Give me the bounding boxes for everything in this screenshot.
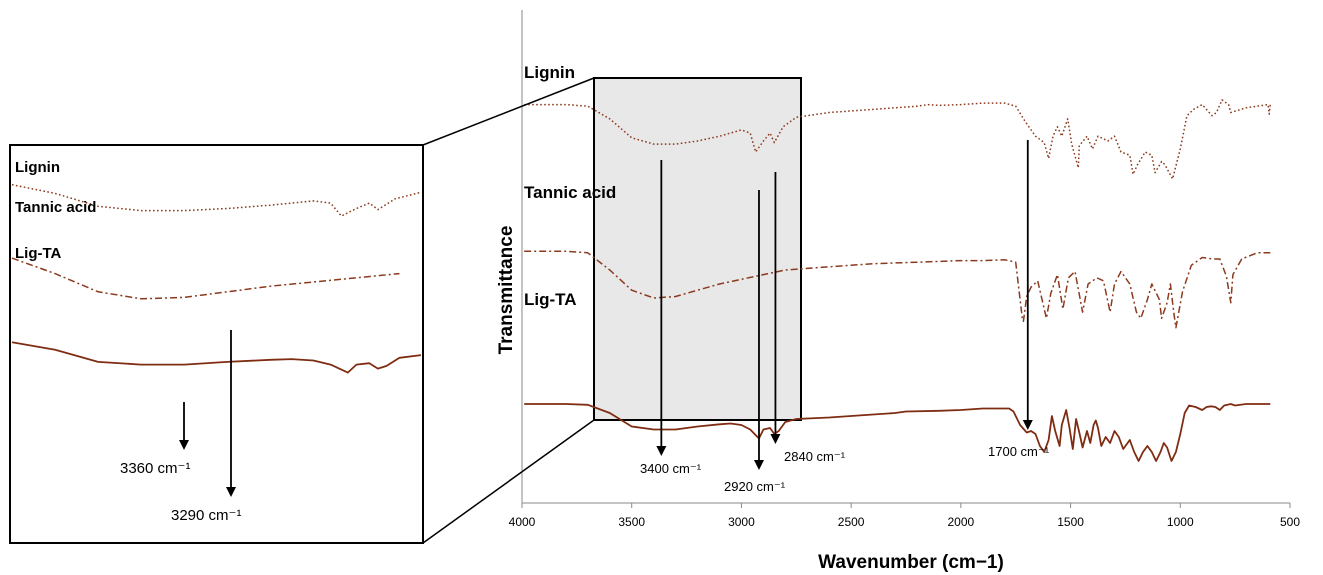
zoom-region-box [593, 77, 802, 421]
inset-series-label-lig-ta: Lig-TA [15, 245, 62, 262]
inset-series-label-tannic-acid: Tannic acid [15, 199, 96, 216]
x-tick-label: 1000 [1167, 515, 1194, 529]
x-tick-label: 2500 [838, 515, 865, 529]
x-tick-label: 3000 [728, 515, 755, 529]
inset-series-line-lignin [11, 183, 422, 217]
zoom-connector-top [422, 77, 595, 146]
x-tick-label: 500 [1280, 515, 1300, 529]
main-plot: 4000 3500 3000 2500 2000 1500 1000 500 Lignin Ta… [496, 10, 1300, 573]
annotation-arrowhead [753, 460, 764, 470]
x-tick-labels: 4000 3500 3000 2500 2000 1500 1000 500 [509, 503, 1300, 529]
series-line-tannic-acid [524, 250, 1271, 329]
y-axis-label: Transmittance [496, 226, 517, 355]
series-label-tannic-acid: Tannic acid [524, 183, 616, 202]
inset-panel: Lignin Tannic acid Lig-TA 3360 cm⁻¹ 3290 cm… [9, 144, 424, 544]
inset-series-line-tannic-acid [11, 257, 400, 300]
x-axis-label: Wavenumber (cm−1) [818, 552, 1004, 573]
inset-series-line-lig-ta [11, 341, 422, 374]
inset-frame [9, 144, 424, 544]
inset-annotation-arrows: 3360 cm⁻¹ 3290 cm⁻¹ [120, 330, 241, 524]
inset-annotation-arrowhead [226, 487, 236, 497]
series-label-lignin: Lignin [524, 63, 575, 82]
annotation-arrowhead [770, 434, 781, 444]
annotation-arrowhead [1022, 420, 1033, 430]
inset-series-label-lignin: Lignin [15, 159, 60, 176]
annotation-label: 3400 cm⁻¹ [640, 461, 702, 476]
main-series-group: Lignin Tannic acid Lig-TA [524, 63, 1272, 462]
x-tick-label: 3500 [618, 515, 645, 529]
inset-annotation-arrowhead [179, 440, 189, 450]
x-tick-label: 1500 [1057, 515, 1084, 529]
x-tick-label: 2000 [948, 515, 975, 529]
x-tick-label: 4000 [509, 515, 536, 529]
inset-annotation-label: 3290 cm⁻¹ [171, 507, 241, 524]
annotation-label: 1700 cm⁻¹ [988, 444, 1050, 459]
inset-series-group: Lignin Tannic acid Lig-TA [11, 159, 422, 374]
zoom-connector-bottom [422, 419, 595, 544]
annotation-arrowhead [656, 446, 667, 456]
main-annotation-arrows: 3400 cm⁻¹ 2920 cm⁻¹ 2840 cm⁻¹ 1700 cm⁻¹ [640, 140, 1050, 494]
series-label-lig-ta: Lig-TA [524, 290, 577, 309]
annotation-label: 2920 cm⁻¹ [724, 479, 786, 494]
inset-annotation-label: 3360 cm⁻¹ [120, 460, 190, 477]
annotation-label: 2840 cm⁻¹ [784, 449, 846, 464]
series-line-lig-ta [524, 403, 1271, 462]
series-line-lignin [524, 99, 1272, 180]
